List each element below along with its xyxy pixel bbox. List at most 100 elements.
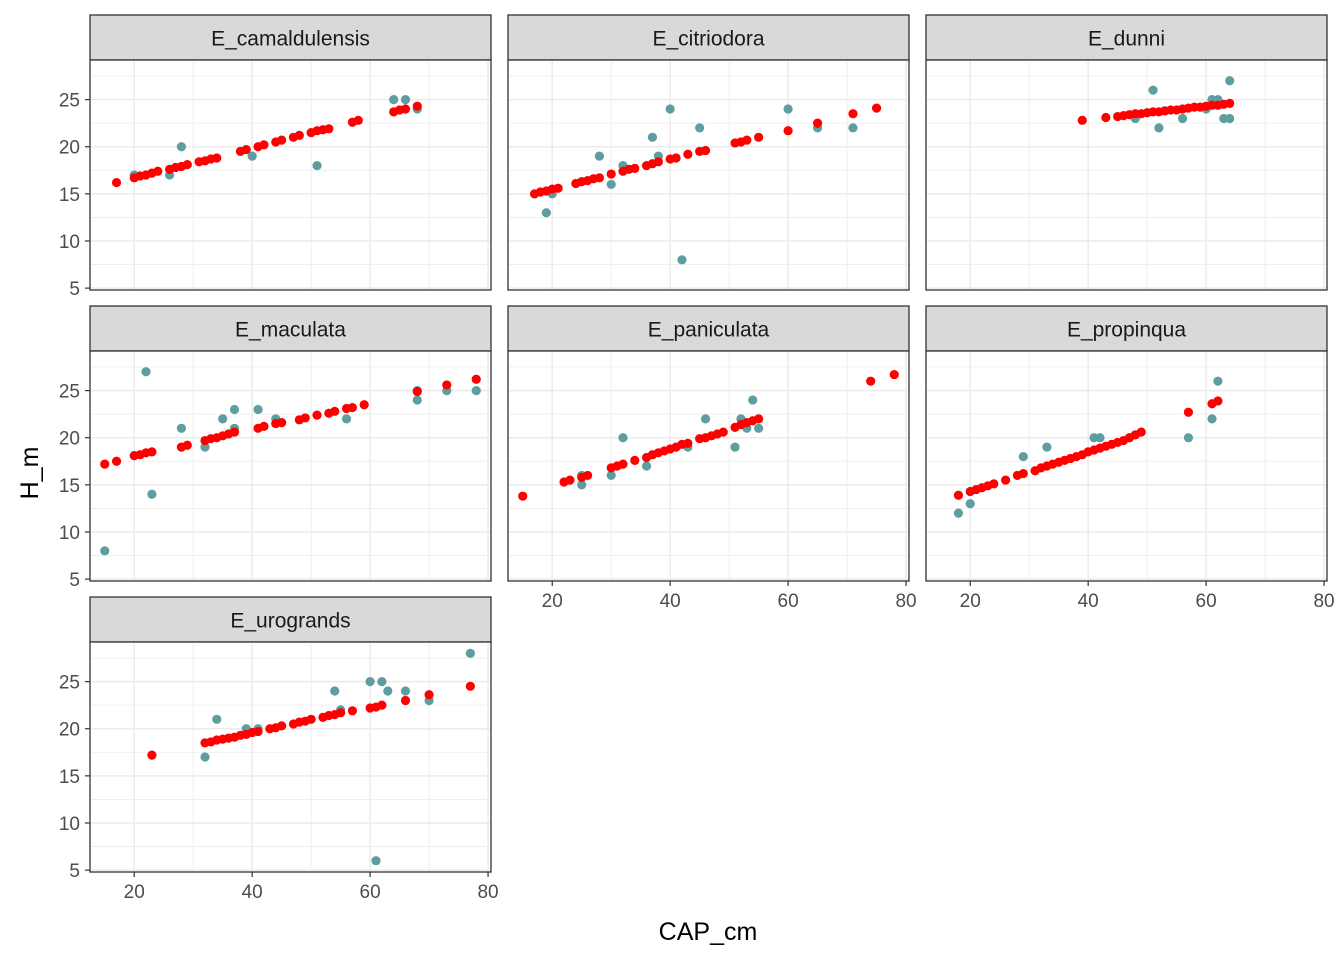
observed-point	[748, 395, 758, 405]
panel-E_paniculata: E_paniculata 20 40 60 80	[507, 305, 917, 612]
fitted-point	[683, 438, 693, 448]
fitted-point	[182, 440, 192, 450]
fitted-point	[147, 447, 157, 457]
y-tick-label: 10	[59, 232, 80, 253]
fitted-point	[424, 690, 434, 700]
fitted-point	[718, 427, 728, 437]
fitted-point	[630, 455, 640, 465]
observed-point	[200, 752, 210, 762]
fitted-point	[742, 135, 752, 145]
fitted-point	[153, 166, 163, 176]
panel-strip-label: E_camaldulensis	[211, 28, 370, 51]
observed-point	[695, 123, 705, 133]
observed-point	[218, 414, 228, 424]
y-tick-label: 20	[59, 138, 80, 159]
panel-background	[508, 60, 909, 290]
panel-border	[89, 350, 492, 582]
fitted-point	[277, 135, 287, 145]
panel-background	[926, 60, 1327, 290]
panel-background	[90, 351, 491, 581]
observed-point	[647, 132, 658, 142]
y-tick-label: 10	[59, 814, 80, 835]
panel-background	[926, 351, 1327, 581]
x-tick-label: 80	[895, 591, 916, 612]
fitted-point	[848, 109, 858, 119]
fitted-point	[889, 369, 899, 380]
fitted-point	[324, 124, 334, 134]
fitted-point	[594, 173, 605, 183]
fitted-point	[442, 380, 452, 390]
y-tick-label: 20	[59, 720, 80, 741]
fitted-point	[400, 695, 411, 706]
observed-point	[200, 442, 210, 452]
fitted-point	[300, 413, 310, 423]
panel-strip-label: E_urogrands	[230, 610, 350, 633]
observed-point	[176, 142, 187, 152]
y-tick-label: 15	[59, 185, 80, 206]
observed-point	[665, 104, 675, 114]
observed-point	[400, 94, 411, 105]
x-tick-label: 60	[360, 882, 381, 903]
y-tick-label: 15	[59, 476, 80, 497]
fitted-point	[565, 475, 575, 485]
fitted-point	[241, 144, 251, 155]
panel-strip-label: E_citriodora	[652, 28, 764, 51]
observed-point	[383, 686, 393, 696]
fitted-point	[377, 700, 387, 710]
x-tick-label: 60	[778, 591, 799, 612]
observed-point	[465, 648, 475, 658]
fitted-point	[754, 414, 764, 424]
fitted-point	[253, 726, 263, 737]
panel-strip-label: E_propinqua	[1067, 319, 1186, 342]
y-tick-label: 5	[69, 861, 80, 882]
observed-point	[1225, 113, 1235, 124]
observed-point	[312, 160, 322, 171]
fitted-point	[989, 479, 999, 489]
observed-point	[730, 442, 740, 452]
x-tick-label: 40	[242, 882, 263, 903]
observed-point	[577, 480, 587, 490]
fitted-point	[1077, 115, 1087, 125]
fitted-point	[229, 427, 240, 437]
observed-point	[1213, 376, 1223, 386]
observed-point	[341, 414, 352, 424]
x-tick-label: 80	[477, 882, 498, 903]
panel-strip-label: E_dunni	[1088, 28, 1165, 51]
observed-point	[1183, 433, 1194, 443]
observed-point	[965, 499, 975, 509]
fitted-point	[400, 104, 411, 114]
fitted-point	[306, 714, 316, 724]
fitted-point	[618, 459, 628, 469]
x-tick-label: 60	[1196, 591, 1217, 612]
fitted-point	[347, 706, 358, 716]
panel-E_citriodora: E_citriodora	[507, 14, 910, 291]
x-tick-label: 40	[1078, 591, 1099, 612]
fitted-point	[147, 750, 157, 760]
observed-point	[365, 676, 375, 687]
fitted-point	[412, 386, 422, 397]
observed-point	[783, 104, 793, 114]
fitted-point	[277, 418, 287, 428]
x-axis-title: CAP_cm	[659, 918, 758, 946]
observed-point	[412, 395, 422, 405]
fitted-point	[606, 169, 616, 179]
observed-point	[247, 151, 257, 161]
x-tick-label: 20	[124, 882, 145, 903]
y-tick-label: 10	[59, 523, 80, 544]
fitted-point	[212, 153, 222, 163]
panel-background	[90, 642, 491, 872]
fitted-point	[700, 145, 711, 156]
panel-strip	[925, 14, 1328, 61]
fitted-point	[871, 103, 882, 113]
panel-border	[925, 350, 1328, 582]
y-axis-title: H_m	[16, 447, 44, 500]
fitted-point	[1101, 112, 1111, 123]
fitted-point	[471, 374, 481, 384]
fitted-point	[330, 406, 340, 416]
observed-point	[1148, 85, 1158, 95]
y-tick-label: 5	[69, 570, 80, 591]
fitted-point	[553, 183, 563, 193]
observed-point	[754, 423, 764, 433]
observed-point	[1177, 113, 1188, 124]
